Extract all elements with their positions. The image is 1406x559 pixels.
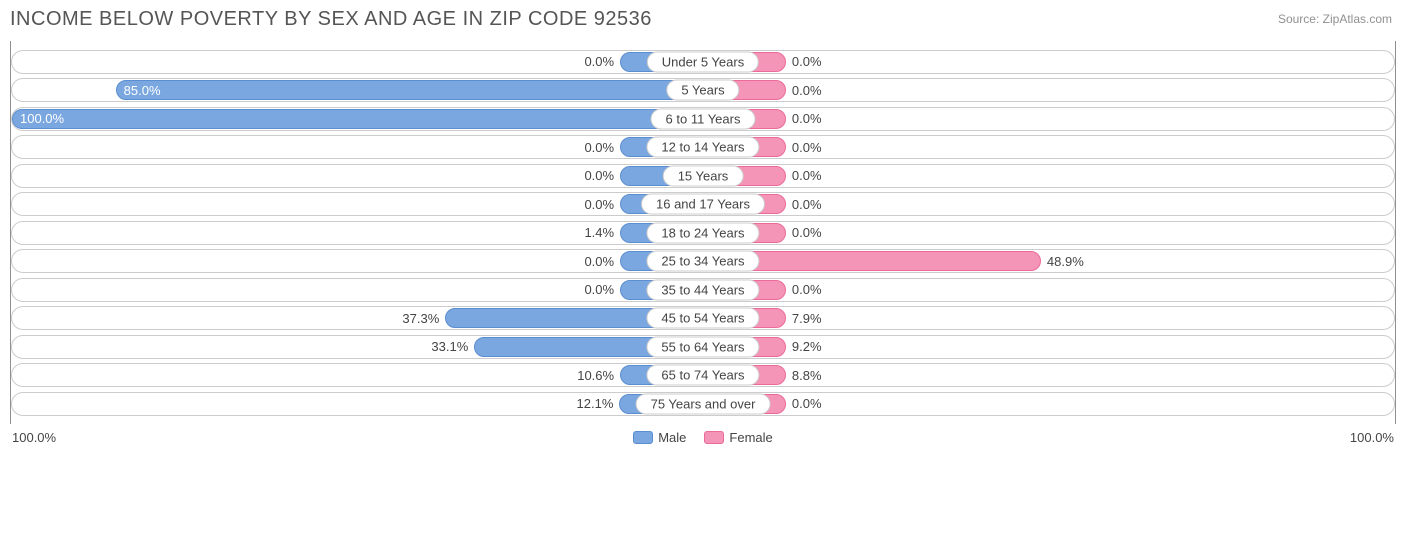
female-value: 0.0% xyxy=(792,136,822,158)
male-value: 0.0% xyxy=(584,250,614,272)
chart-row: 1.4% 0.0% 18 to 24 Years xyxy=(11,221,1395,245)
male-value: 85.0% xyxy=(124,79,161,101)
category-label: 16 and 17 Years xyxy=(641,194,765,215)
male-value: 0.0% xyxy=(584,136,614,158)
chart-container: INCOME BELOW POVERTY BY SEX AND AGE IN Z… xyxy=(0,0,1406,559)
male-value: 1.4% xyxy=(584,222,614,244)
chart-row: 37.3% 7.9% 45 to 54 Years xyxy=(11,306,1395,330)
chart-row: 0.0% 0.0% 15 Years xyxy=(11,164,1395,188)
female-swatch-icon xyxy=(704,431,724,444)
female-value: 0.0% xyxy=(792,279,822,301)
female-value: 0.0% xyxy=(792,108,822,130)
category-label: 55 to 64 Years xyxy=(646,336,759,357)
female-value: 0.0% xyxy=(792,222,822,244)
chart-row: 100.0% 0.0% 6 to 11 Years xyxy=(11,107,1395,131)
legend-female: Female xyxy=(704,430,772,445)
axis-left-label: 100.0% xyxy=(12,430,56,445)
chart-row: 85.0% 0.0% 5 Years xyxy=(11,78,1395,102)
category-label: 15 Years xyxy=(663,165,744,186)
legend-female-label: Female xyxy=(729,430,772,445)
male-value: 12.1% xyxy=(577,393,614,415)
legend-male-label: Male xyxy=(658,430,686,445)
female-value: 0.0% xyxy=(792,165,822,187)
chart-row: 33.1% 9.2% 55 to 64 Years xyxy=(11,335,1395,359)
male-value: 0.0% xyxy=(584,165,614,187)
female-value: 0.0% xyxy=(792,193,822,215)
legend: Male Female xyxy=(633,430,773,445)
legend-male: Male xyxy=(633,430,686,445)
chart-row: 10.6% 8.8% 65 to 74 Years xyxy=(11,363,1395,387)
chart-row: 0.0% 0.0% 35 to 44 Years xyxy=(11,278,1395,302)
male-value: 37.3% xyxy=(402,307,439,329)
chart-row: 0.0% 0.0% Under 5 Years xyxy=(11,50,1395,74)
category-label: 45 to 54 Years xyxy=(646,308,759,329)
female-value: 8.8% xyxy=(792,364,822,386)
category-label: 25 to 34 Years xyxy=(646,251,759,272)
chart-row: 0.0% 48.9% 25 to 34 Years xyxy=(11,249,1395,273)
female-value: 0.0% xyxy=(792,51,822,73)
male-value: 0.0% xyxy=(584,51,614,73)
chart-title: INCOME BELOW POVERTY BY SEX AND AGE IN Z… xyxy=(10,8,652,31)
male-bar xyxy=(116,80,703,100)
female-value: 48.9% xyxy=(1047,250,1084,272)
male-bar xyxy=(12,109,703,129)
category-label: Under 5 Years xyxy=(647,51,759,72)
male-value: 100.0% xyxy=(20,108,64,130)
category-label: 65 to 74 Years xyxy=(646,365,759,386)
male-value: 0.0% xyxy=(584,193,614,215)
source-label: Source: ZipAtlas.com xyxy=(1278,8,1396,26)
male-swatch-icon xyxy=(633,431,653,444)
category-label: 12 to 14 Years xyxy=(646,137,759,158)
chart-row: 0.0% 0.0% 12 to 14 Years xyxy=(11,135,1395,159)
category-label: 75 Years and over xyxy=(636,393,771,414)
male-value: 33.1% xyxy=(431,336,468,358)
category-label: 18 to 24 Years xyxy=(646,222,759,243)
chart-row: 12.1% 0.0% 75 Years and over xyxy=(11,392,1395,416)
female-value: 0.0% xyxy=(792,393,822,415)
category-label: 5 Years xyxy=(666,80,739,101)
category-label: 35 to 44 Years xyxy=(646,279,759,300)
chart-row: 0.0% 0.0% 16 and 17 Years xyxy=(11,192,1395,216)
male-value: 0.0% xyxy=(584,279,614,301)
female-value: 7.9% xyxy=(792,307,822,329)
male-value: 10.6% xyxy=(577,364,614,386)
female-value: 9.2% xyxy=(792,336,822,358)
category-label: 6 to 11 Years xyxy=(651,108,756,129)
female-value: 0.0% xyxy=(792,79,822,101)
chart-area: 0.0% 0.0% Under 5 Years 85.0% 0.0% 5 Years 100… xyxy=(10,41,1396,424)
axis-right-label: 100.0% xyxy=(1350,430,1394,445)
footer: 100.0% Male Female 100.0% xyxy=(10,424,1396,445)
header: INCOME BELOW POVERTY BY SEX AND AGE IN Z… xyxy=(10,8,1396,31)
